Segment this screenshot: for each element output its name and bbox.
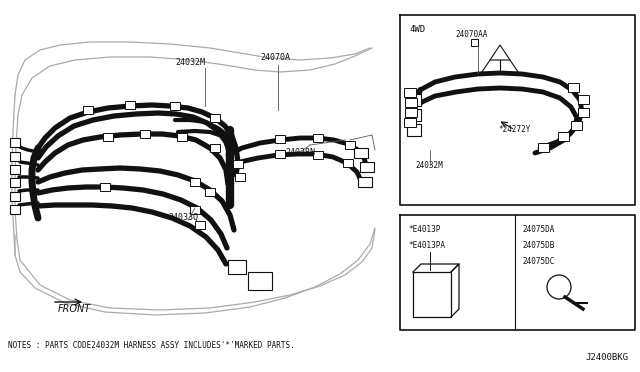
Bar [313,151,323,159]
Bar [407,124,421,136]
Bar [578,95,589,104]
Bar [343,159,353,167]
Text: 24033Q: 24033Q [168,213,198,222]
Bar [100,183,110,191]
Text: NOTES : PARTS CODE24032M HARNESS ASSY INCLUDES'*'MARKED PARTS.: NOTES : PARTS CODE24032M HARNESS ASSY IN… [8,341,295,350]
Bar [558,132,569,141]
Bar [360,162,374,172]
Bar [354,148,368,158]
Bar [228,260,246,274]
Text: 24032M: 24032M [415,161,443,170]
Text: 24075DC: 24075DC [522,257,554,266]
Bar [103,133,113,141]
Bar [404,88,416,97]
Bar [125,101,135,109]
Text: 24075DB: 24075DB [522,241,554,250]
Text: 4WD: 4WD [410,25,426,34]
Bar [83,106,93,114]
Bar [471,39,478,46]
Bar [10,152,20,161]
Bar [407,94,421,106]
Bar [578,108,589,117]
Bar [568,83,579,92]
Bar [170,102,180,110]
Text: *E4013PA: *E4013PA [408,241,445,250]
Text: *E4013P: *E4013P [408,225,440,234]
Bar [140,130,150,138]
Text: 24070A: 24070A [260,53,290,62]
Bar [190,178,200,186]
Bar [275,135,285,143]
Bar [195,221,205,229]
Text: 24032M: 24032M [175,58,205,67]
Bar [404,118,416,127]
Bar [233,160,243,168]
Bar [345,141,355,149]
Bar [313,134,323,142]
Bar [571,121,582,130]
Bar [205,188,215,196]
Bar [235,173,245,181]
Bar [275,150,285,158]
Bar [210,114,220,122]
Text: 24070AA: 24070AA [455,30,488,39]
Bar [405,98,417,107]
Text: 24028N: 24028N [285,148,315,157]
Bar [10,205,20,214]
Bar [210,144,220,152]
Bar [358,177,372,187]
Text: 24075DA: 24075DA [522,225,554,234]
Bar [248,272,272,290]
Text: J2400BKG: J2400BKG [585,353,628,362]
Bar [177,133,187,141]
Bar [405,108,417,117]
Bar [10,165,20,174]
Bar [538,143,549,152]
Bar [10,178,20,187]
Text: *24272Y: *24272Y [498,125,531,134]
Bar [407,109,421,121]
Bar [10,138,20,147]
Text: FRONT: FRONT [58,304,92,314]
Bar [190,206,200,214]
Bar [10,192,20,201]
